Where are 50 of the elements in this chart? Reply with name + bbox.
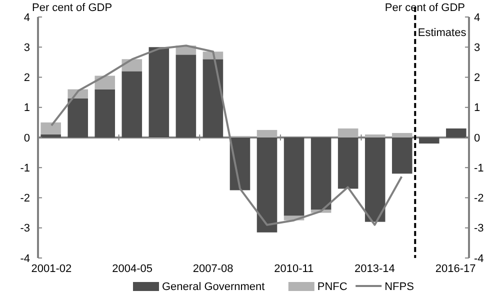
y-tick-label: 1	[24, 102, 30, 114]
bar	[122, 71, 142, 138]
legend-label: General Government	[162, 280, 265, 293]
bar	[40, 122, 61, 134]
y-tick-label: 3	[24, 42, 30, 54]
bar	[392, 138, 412, 174]
y2-tick-label: -1	[474, 162, 484, 174]
x-tick-label: 2001-02	[31, 263, 72, 275]
x-tick-label: 2007-08	[192, 263, 234, 275]
bar	[202, 59, 224, 138]
x-tick-label: 2004-05	[112, 263, 152, 275]
x-tick-label: 2016-17	[435, 263, 476, 275]
y2-tick-label: 2	[474, 72, 480, 84]
bar	[338, 138, 358, 189]
y-tick-label: -1	[20, 162, 30, 174]
y-tick-label: 4	[24, 12, 30, 24]
annotation: Estimates	[418, 26, 467, 39]
bar	[419, 138, 440, 144]
bar	[68, 98, 88, 138]
bar	[148, 47, 170, 138]
y-axis-title: Per cent of GDP	[32, 2, 112, 14]
y2-tick-label: 0	[474, 132, 480, 144]
y2-tick-label: -4	[474, 252, 484, 265]
bar	[284, 138, 304, 216]
bar	[392, 132, 412, 138]
bar	[256, 130, 278, 138]
bar	[94, 89, 116, 138]
y2-tick-label: -3	[474, 222, 484, 235]
x-tick-label: 2010-11	[274, 263, 314, 275]
bar	[176, 54, 196, 138]
y-tick-label: 2	[24, 72, 30, 84]
y2-tick-label: 1	[474, 102, 480, 114]
bar	[256, 138, 278, 232]
bar	[94, 76, 116, 90]
y-tick-label: 0	[24, 132, 30, 144]
bar	[364, 138, 386, 222]
x-tick-label: 2013-14	[354, 263, 395, 275]
y-tick-label: -2	[20, 192, 30, 205]
y2-tick-label: 4	[474, 12, 480, 24]
y2-tick-label: -2	[474, 192, 484, 205]
bar	[40, 134, 61, 138]
y2-tick-label: 3	[474, 42, 480, 54]
bar	[446, 128, 466, 138]
legend-label: NFPS	[384, 280, 414, 293]
bar	[310, 138, 332, 210]
bar	[338, 128, 358, 138]
y-tick-label: -4	[20, 252, 30, 265]
y-tick-label: -3	[20, 222, 30, 235]
legend-label: PNFC	[317, 280, 348, 293]
bar	[364, 134, 386, 138]
